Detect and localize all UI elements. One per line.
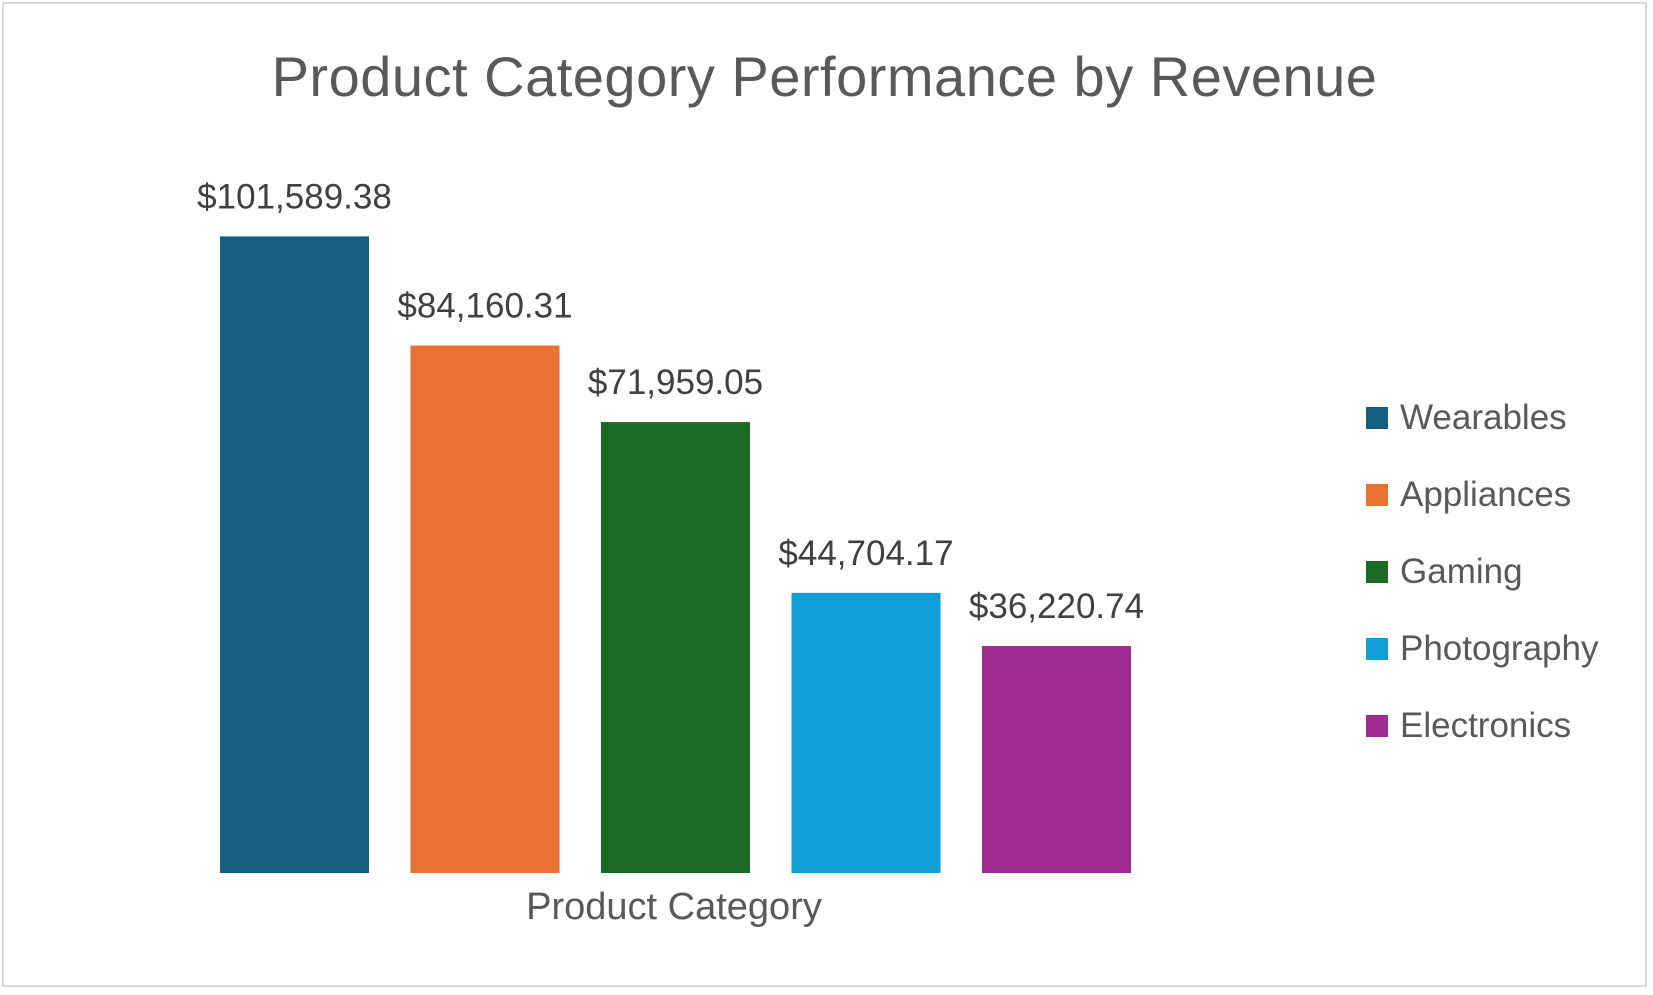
legend-swatch xyxy=(1366,406,1388,429)
legend: Wearables Appliances Gaming Photography … xyxy=(1366,379,1598,764)
data-label-wearables: $101,589.38 xyxy=(197,177,392,216)
bar-wearables xyxy=(220,236,369,873)
legend-swatch xyxy=(1366,637,1388,660)
legend-item-gaming: Gaming xyxy=(1366,533,1598,610)
chart-title: Product Category Performance by Revenue xyxy=(271,45,1378,108)
legend-label: Appliances xyxy=(1400,474,1572,514)
bar-appliances xyxy=(410,345,560,873)
legend-label: Gaming xyxy=(1400,551,1523,591)
data-label-electronics: $36,220.74 xyxy=(969,587,1144,626)
legend-label: Photography xyxy=(1400,628,1599,668)
bar-electronics xyxy=(982,646,1131,873)
legend-swatch xyxy=(1366,560,1388,583)
legend-item-electronics: Electronics xyxy=(1366,687,1598,764)
legend-item-wearables: Wearables xyxy=(1366,379,1598,456)
legend-label: Electronics xyxy=(1400,705,1572,745)
data-label-photography: $44,704.17 xyxy=(778,534,953,573)
plot-area: $101,589.38 $84,160.31 $71,959.05 $44,704.1… xyxy=(197,177,1144,873)
legend-swatch xyxy=(1366,714,1388,737)
data-label-appliances: $84,160.31 xyxy=(397,287,572,326)
legend-item-photography: Photography xyxy=(1366,610,1598,687)
legend-swatch xyxy=(1366,483,1388,506)
data-label-gaming: $71,959.05 xyxy=(588,363,763,402)
x-axis-label: Product Category xyxy=(526,886,822,928)
legend-item-appliances: Appliances xyxy=(1366,456,1598,533)
bar-gaming xyxy=(601,422,750,873)
bar-photography xyxy=(791,592,941,873)
legend-label: Wearables xyxy=(1400,397,1567,437)
